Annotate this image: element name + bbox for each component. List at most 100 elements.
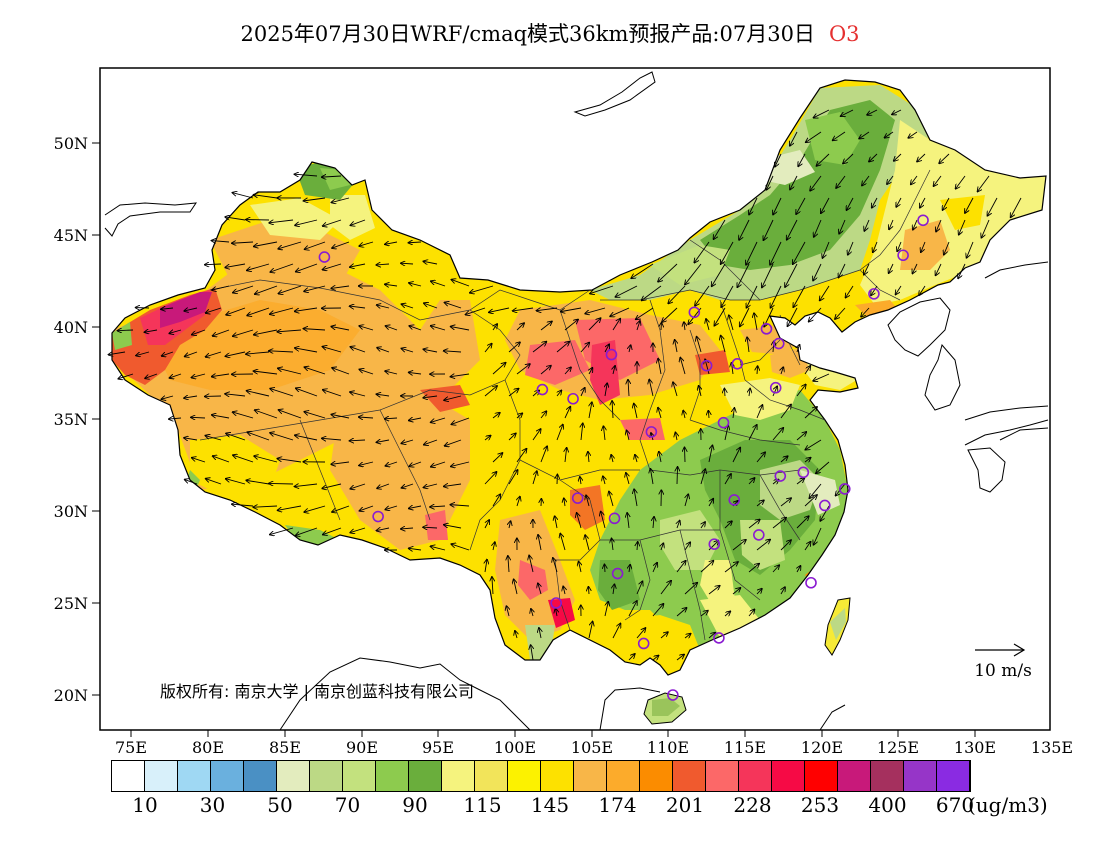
wind-vector (247, 307, 270, 315)
wind-vector (323, 263, 342, 270)
wind-vector (676, 561, 686, 573)
wind-vector (184, 308, 198, 311)
wind-vector (232, 504, 254, 506)
wind-vector (304, 197, 326, 201)
wind-vector (712, 263, 726, 286)
wind-vector (581, 388, 585, 397)
station-marker (805, 576, 817, 589)
wind-vector (246, 352, 270, 354)
wind-vector (430, 506, 446, 507)
wind-vector (169, 418, 182, 419)
wind-vector (958, 263, 966, 278)
wind-vector (604, 564, 605, 573)
wind-vector (376, 264, 390, 265)
wind-vector (537, 308, 558, 311)
wind-vector (206, 479, 222, 485)
wind-vector (721, 241, 734, 264)
wind-vector (757, 366, 758, 375)
wind-vector (867, 109, 878, 115)
wind-vector (737, 263, 750, 287)
wind-vector (580, 477, 581, 485)
wind-vector (385, 461, 398, 466)
wind-vector (577, 513, 582, 529)
legend-label: 50 (267, 793, 293, 817)
wind-vector (677, 467, 678, 485)
legend-label: 670 (935, 793, 975, 817)
wind-vector (277, 459, 302, 463)
wind-vector (787, 219, 798, 240)
wind-vector (773, 197, 782, 215)
wind-vector (590, 285, 614, 294)
wind-vector (708, 586, 720, 595)
wind-vector (658, 263, 678, 282)
wind-vector (649, 380, 654, 397)
wind-vector (255, 285, 278, 294)
wind-vector (484, 344, 492, 353)
wind-vector (359, 326, 374, 331)
wind-vector (564, 367, 571, 375)
wind-vector (350, 483, 366, 489)
wind-vector (423, 527, 438, 528)
legend-swatch (739, 761, 772, 791)
wind-vector (586, 495, 589, 507)
title-main: 2025年07月30日WRF/cmaq模式36km预报产品:07月30日 (240, 22, 815, 46)
wind-vector (331, 462, 350, 464)
wind-vector (401, 528, 414, 529)
wind-vector (959, 219, 966, 235)
wind-vector (360, 505, 374, 511)
wind-vector (484, 472, 497, 485)
wind-vector (589, 368, 592, 375)
wind-reference-label: 10 m/s (974, 661, 1032, 681)
wind-vector (627, 430, 629, 441)
wind-vector (872, 197, 878, 208)
wind-vector (409, 283, 422, 286)
wind-vector (538, 583, 541, 595)
wind-vector (660, 632, 668, 639)
wind-vector (409, 242, 422, 243)
wind-vector (423, 396, 438, 398)
lon-label: 95E (422, 738, 454, 757)
wind-vector (796, 432, 806, 441)
wind-vector (431, 326, 446, 331)
wind-vector (489, 307, 510, 312)
wind-vector (814, 109, 830, 118)
wind-vector (254, 195, 278, 199)
wind-vector (402, 483, 414, 488)
legend-swatch (376, 761, 409, 791)
legend-swatch (574, 761, 607, 791)
lon-label: 105E (571, 738, 613, 757)
wind-vector (246, 480, 270, 485)
wind-vector (861, 307, 870, 317)
wind-vector (279, 410, 302, 419)
wind-vector (732, 448, 740, 463)
wind-vector (896, 197, 902, 207)
wind-vector (708, 633, 715, 639)
wind-vector (714, 307, 726, 326)
station-marker (571, 492, 584, 504)
wind-vector (911, 175, 918, 184)
station-marker (708, 538, 721, 550)
wind-vector (304, 505, 326, 512)
wind-vector (813, 527, 822, 545)
wind-vector (409, 548, 422, 550)
wind-vector (767, 175, 774, 190)
station-marker (838, 483, 851, 495)
legend-swatch (904, 761, 937, 791)
wind-vector (278, 505, 302, 510)
wind-vector (603, 476, 605, 485)
wind-vector (846, 197, 854, 210)
wind-vector (206, 351, 222, 357)
lat-label: 45N (54, 226, 88, 245)
wind-vector (652, 656, 658, 660)
wind-vector (556, 425, 563, 441)
wind-vector (484, 436, 491, 440)
wind-vector (226, 307, 246, 315)
wind-vector (809, 307, 822, 322)
wind-vector (350, 392, 366, 397)
wind-vector (270, 263, 294, 272)
station-marker (728, 494, 741, 506)
wind-vector (793, 285, 806, 307)
wind-vector (936, 263, 942, 275)
wind-vector (631, 263, 654, 278)
wind-vector (604, 602, 608, 617)
